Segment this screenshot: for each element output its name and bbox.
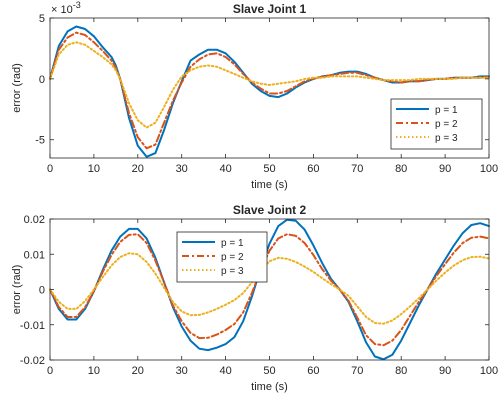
legend-label-p3: p = 3 bbox=[435, 133, 458, 144]
series-line-p2 bbox=[49, 233, 490, 347]
x-tick-label: 30 bbox=[176, 365, 188, 377]
y-exponent-base: × 10 bbox=[51, 4, 73, 16]
x-tick-label: 80 bbox=[395, 365, 407, 377]
y-tick-label: -0.01 bbox=[20, 320, 45, 332]
series-line-p3 bbox=[49, 41, 490, 129]
y-exponent-power: -3 bbox=[73, 0, 81, 10]
x-tick-label: 0 bbox=[47, 163, 53, 175]
x-tick-label: 40 bbox=[219, 365, 231, 377]
y-tick-label: 0 bbox=[39, 285, 45, 297]
y-axis-label: error (rad) bbox=[11, 63, 23, 113]
x-tick-label: 70 bbox=[351, 365, 363, 377]
x-tick-label: 20 bbox=[132, 365, 144, 377]
x-tick-label: 10 bbox=[88, 163, 100, 175]
x-tick-label: 70 bbox=[351, 163, 363, 175]
x-tick-label: 100 bbox=[480, 365, 498, 377]
x-tick-label: 40 bbox=[219, 163, 231, 175]
axes-box bbox=[49, 218, 490, 361]
legend-label-p2: p = 2 bbox=[435, 119, 458, 130]
x-axis-label: time (s) bbox=[251, 179, 288, 191]
subplot-1: Slave Joint 1 0 10 20 30 40 50 60 70 80 90 100 -5 0 5 t… bbox=[11, 0, 498, 191]
legend-label-p1: p = 1 bbox=[435, 105, 458, 116]
legend: p = 1 p = 2 p = 3 bbox=[176, 231, 268, 283]
legend: p = 1 p = 2 p = 3 bbox=[390, 98, 483, 150]
x-tick-label: 60 bbox=[307, 163, 319, 175]
y-tick-label: 0 bbox=[39, 74, 45, 86]
x-tick-label: 10 bbox=[88, 365, 100, 377]
y-tick-label: 0.01 bbox=[24, 249, 45, 261]
x-tick-label: 50 bbox=[263, 365, 275, 377]
y-exponent-label: × 10-3 bbox=[51, 0, 81, 16]
subplot-2: Slave Joint 2 0 10 20 30 40 50 60 70 80 90 100 -0.02… bbox=[11, 203, 498, 393]
chart-title: Slave Joint 1 bbox=[233, 2, 307, 16]
y-tick-label: -5 bbox=[35, 135, 45, 147]
x-axis-label: time (s) bbox=[251, 381, 288, 393]
legend-label-p3: p = 3 bbox=[221, 266, 244, 277]
x-tick-label: 60 bbox=[307, 365, 319, 377]
series-line-p1 bbox=[49, 218, 490, 361]
x-tick-label: 90 bbox=[439, 365, 451, 377]
y-tick-label: 5 bbox=[39, 13, 45, 25]
x-tick-label: 30 bbox=[176, 163, 188, 175]
x-tick-label: 80 bbox=[395, 163, 407, 175]
legend-label-p1: p = 1 bbox=[221, 238, 244, 249]
y-tick-label: -0.02 bbox=[20, 355, 45, 367]
y-tick-label: 0.02 bbox=[24, 214, 45, 226]
x-tick-label: 0 bbox=[47, 365, 53, 377]
x-tick-label: 100 bbox=[480, 163, 498, 175]
series-line-p3 bbox=[49, 252, 490, 325]
x-tick-label: 90 bbox=[439, 163, 451, 175]
y-axis-label: error (rad) bbox=[11, 265, 23, 315]
x-tick-label: 20 bbox=[132, 163, 144, 175]
x-tick-label: 50 bbox=[263, 163, 275, 175]
legend-label-p2: p = 2 bbox=[221, 252, 244, 263]
chart-title: Slave Joint 2 bbox=[233, 203, 307, 217]
